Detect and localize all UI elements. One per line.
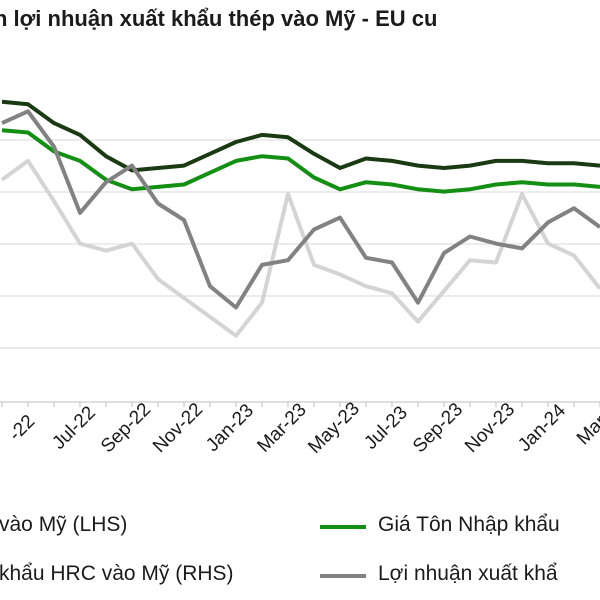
- x-tick-label: Jan-23: [202, 400, 258, 456]
- x-tick-label: Jul-23: [360, 402, 411, 453]
- x-tick-label: -22: [5, 411, 39, 445]
- x-tick-label: May-23: [304, 398, 364, 458]
- legend-swatch: [320, 574, 366, 578]
- legend-swatch: [320, 525, 366, 529]
- x-tick-label: Jan-24: [514, 400, 570, 456]
- legend-entry-3: Lợi nhuận xuất khẩ: [320, 562, 558, 586]
- series-lines: [0, 99, 600, 338]
- x-tick-label: Sep-22: [97, 399, 155, 457]
- x-tick-label: Sep-23: [409, 399, 467, 457]
- chart-title: n lợi nhuận xuất khẩu thép vào Mỹ - EU c…: [0, 6, 438, 31]
- x-tick-labels: -22 Jul-22Sep-22Nov-22Jan-23Mar-23May-23J…: [5, 398, 600, 458]
- x-tick-label: Mar-23: [253, 399, 310, 456]
- x-tick-label: Mar-: [573, 407, 600, 449]
- series-line-1: [1, 128, 600, 194]
- series-line-3: [1, 109, 600, 310]
- x-tick-label: Nov-22: [149, 399, 207, 457]
- legend-label: khẩu HRC vào Mỹ (RHS): [0, 562, 234, 585]
- legend-entry-2: khẩu HRC vào Mỹ (RHS): [0, 562, 234, 586]
- legend-entry-1: Giá Tôn Nhập khẩu: [320, 513, 560, 537]
- legend-entry-0: vào Mỹ (LHS): [0, 513, 127, 537]
- legend-label: Lợi nhuận xuất khẩ: [378, 562, 558, 585]
- legend-label: Giá Tôn Nhập khẩu: [378, 513, 560, 536]
- series-line-2: [0, 158, 600, 338]
- series-line-0: [1, 99, 600, 173]
- x-axis: [0, 401, 600, 407]
- x-tick-label: Jul-22: [48, 402, 99, 453]
- x-tick-label: Nov-23: [461, 399, 519, 457]
- legend-label: vào Mỹ (LHS): [0, 513, 128, 536]
